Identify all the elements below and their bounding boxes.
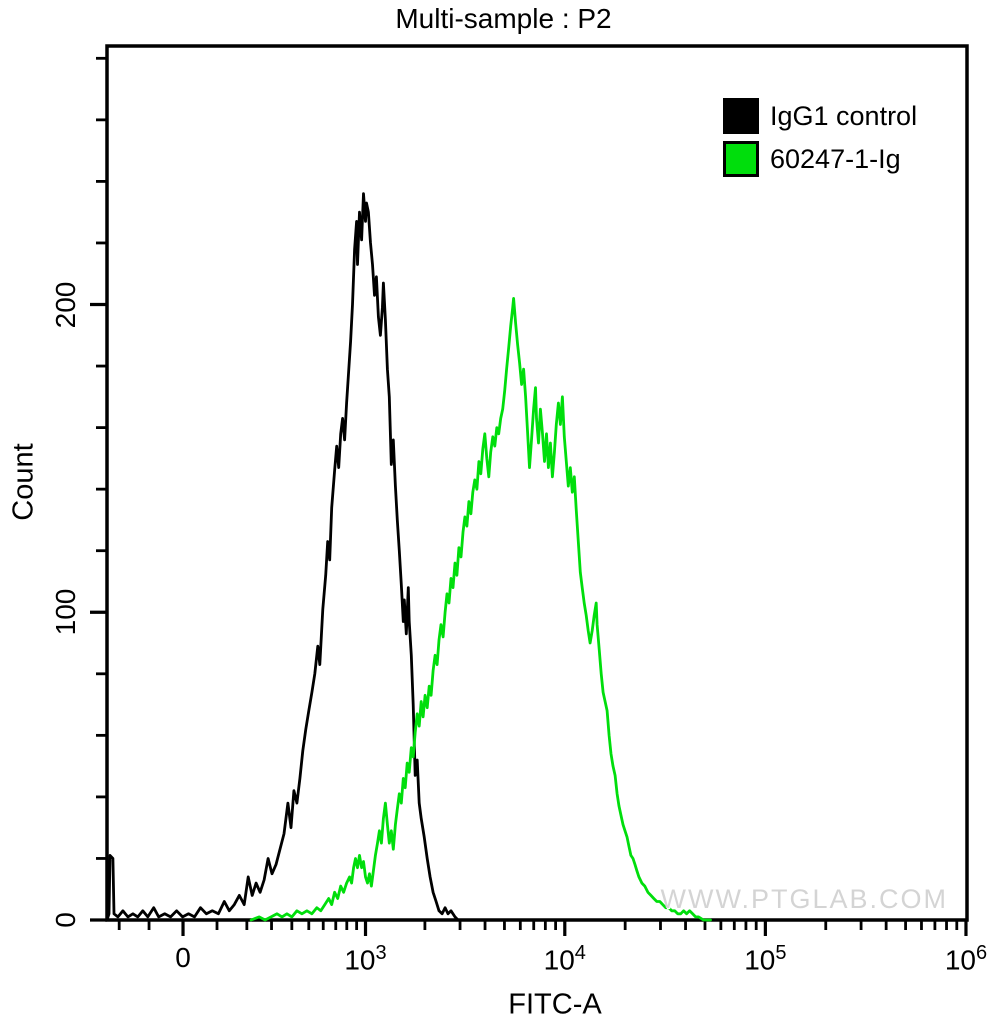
legend-item-control: IgG1 control xyxy=(723,98,917,134)
x-tick-label: 104 xyxy=(543,942,586,976)
legend-item-antibody: 60247-1-Ig xyxy=(723,141,917,177)
legend: IgG1 control 60247-1-Ig xyxy=(723,98,917,184)
y-tick-label: 100 xyxy=(50,588,81,636)
legend-swatch-black xyxy=(723,98,759,134)
control-histogram-curve xyxy=(105,192,470,922)
y-tick-label: 0 xyxy=(50,912,81,928)
legend-swatch-green xyxy=(723,141,759,177)
x-tick-label: 103 xyxy=(344,942,387,976)
chart-title: Multi-sample : P2 xyxy=(395,3,612,34)
antibody-histogram-curve xyxy=(249,296,712,922)
x-tick-label: 0 xyxy=(175,942,191,973)
y-tick-label: 200 xyxy=(50,281,81,328)
plot-border xyxy=(105,44,969,922)
x-axis-label: FITC-A xyxy=(508,988,602,1021)
ptglab-watermark: WWW.PTGLAB.COM xyxy=(660,884,948,914)
x-tick-label: 105 xyxy=(744,942,787,976)
legend-label-control: IgG1 control xyxy=(770,101,918,131)
legend-label-antibody: 60247-1-Ig xyxy=(770,144,901,174)
x-tick-label: 106 xyxy=(944,942,988,976)
